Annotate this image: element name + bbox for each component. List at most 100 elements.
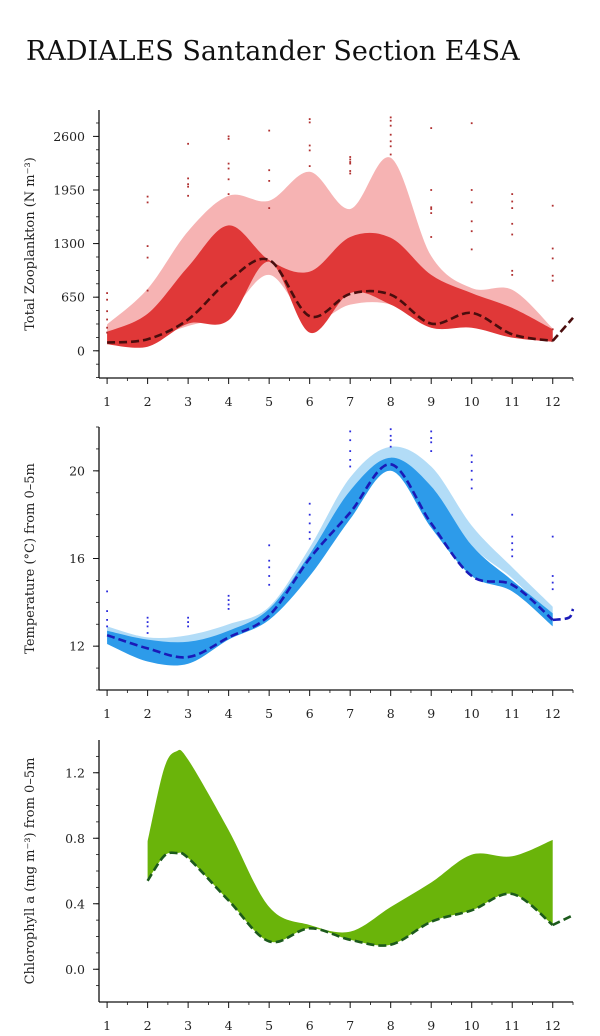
zooplankton-observation-point	[227, 193, 230, 195]
temperature-x-tick-label: 4	[225, 706, 233, 721]
chlorophyll-band	[147, 749, 553, 946]
zooplankton-observation-point	[308, 165, 311, 167]
temperature-observation-point	[268, 544, 271, 547]
zooplankton-observation-point	[511, 269, 514, 272]
temperature-observation-point	[146, 621, 149, 623]
zooplankton-observation-point	[227, 178, 230, 181]
temperature-observation-point	[470, 469, 473, 472]
zooplankton-observation-point	[106, 298, 108, 301]
zooplankton-observation-point	[349, 162, 352, 165]
zooplankton-x-tick-label: 9	[427, 394, 435, 409]
zooplankton-observation-point	[511, 233, 514, 236]
temperature-observation-point	[106, 590, 108, 593]
temperature-observation-point	[268, 559, 271, 562]
temperature-observation-point	[106, 619, 108, 621]
zooplankton-observation-point	[268, 129, 271, 132]
temperature-observation-point	[349, 439, 352, 442]
zooplankton-y-tick-label: 2600	[53, 129, 85, 144]
chlorophyll-median-line	[146, 851, 554, 947]
zooplankton-x-tick-label: 12	[545, 394, 561, 409]
chlorophyll-x-tick-label: 7	[346, 1018, 354, 1033]
zooplankton-observation-point	[551, 257, 554, 260]
zooplankton-observation-point	[146, 201, 149, 204]
zooplankton-observation-point	[389, 140, 392, 143]
temperature-x-tick-label: 10	[464, 706, 480, 721]
temperature-observation-point	[268, 566, 271, 569]
temperature-observation-point	[389, 445, 392, 448]
temperature-observation-point	[551, 575, 554, 577]
chlorophyll-x-tick-label: 4	[225, 1018, 233, 1033]
temperature-inner-band	[107, 457, 553, 666]
zooplankton-inner-band	[107, 225, 553, 348]
chlorophyll-x-tick-label: 2	[144, 1018, 152, 1033]
zooplankton-observation-point	[308, 121, 311, 124]
zooplankton-observation-point	[389, 153, 392, 156]
chlorophyll-y-tick-label: 0.8	[65, 831, 85, 846]
page-title: RADIALES Santander Section E4SA	[26, 36, 520, 67]
temperature-y-tick-label: 16	[69, 551, 85, 566]
zooplankton-observation-point	[470, 220, 473, 223]
temperature-observation-point	[187, 625, 189, 628]
chlorophyll-y-tick-label: 1.2	[65, 765, 85, 780]
zooplankton-observation-point	[389, 133, 392, 136]
zooplankton-median-line	[107, 257, 553, 344]
zooplankton-observation-point	[430, 208, 433, 210]
temperature-observation-point	[511, 513, 514, 516]
zooplankton-observation-point	[430, 236, 433, 238]
temperature-observation-point	[187, 616, 189, 619]
chlorophyll-y-tick-label: 0.4	[65, 896, 85, 911]
zooplankton-observation-point	[430, 189, 433, 191]
temperature-observation-point	[268, 583, 271, 586]
chlorophyll-median-extension	[552, 914, 574, 927]
zooplankton-x-tick-label: 7	[346, 394, 354, 409]
temperature-observation-point	[470, 454, 473, 457]
zooplankton-observation-point	[106, 318, 108, 321]
zooplankton-observation-point	[106, 326, 108, 329]
zooplankton-x-tick-label: 5	[265, 394, 273, 409]
zooplankton-observation-point	[470, 122, 473, 125]
zooplankton-observation-point	[227, 167, 230, 170]
zooplankton-observation-point	[146, 195, 149, 198]
temperature-observation-point	[146, 616, 149, 619]
zooplankton-observation-point	[268, 169, 271, 172]
zooplankton-observation-point	[551, 328, 554, 331]
temperature-x-tick-label: 3	[184, 706, 192, 721]
temperature-x-tick-label: 2	[144, 706, 152, 721]
temperature-observation-point	[389, 434, 392, 437]
temperature-observation-point	[106, 610, 108, 612]
temperature-x-tick-label: 6	[306, 706, 314, 721]
chlorophyll-x-tick-label: 8	[387, 1018, 395, 1033]
temperature-observation-point	[430, 430, 433, 433]
zooplankton-observation-point	[308, 149, 311, 152]
zooplankton-observation-point	[268, 207, 271, 209]
temperature-observation-point	[308, 502, 311, 505]
temperature-observation-point	[349, 465, 352, 468]
temperature-x-tick-label: 7	[346, 706, 354, 721]
temperature-observation-point	[146, 625, 149, 628]
zooplankton-y-axis-title: Total Zooplankton (N m⁻³)	[23, 157, 38, 331]
chlorophyll-y-tick-label: 0.0	[65, 962, 85, 977]
zooplankton-observation-point	[187, 177, 189, 180]
zooplankton-observation-point	[470, 189, 473, 191]
zooplankton-observation-point	[308, 144, 311, 147]
temperature-x-tick-label: 8	[387, 706, 395, 721]
zooplankton-observation-point	[511, 200, 514, 203]
zooplankton-observation-point	[349, 158, 352, 161]
zooplankton-observation-point	[349, 156, 352, 158]
zooplankton-x-tick-label: 4	[225, 394, 233, 409]
zooplankton-observation-point	[389, 119, 392, 122]
temperature-median-extension	[552, 608, 575, 622]
chlorophyll-x-tick-label: 11	[504, 1018, 520, 1033]
zooplankton-observation-point	[268, 180, 271, 182]
zooplankton-x-tick-label: 2	[144, 394, 152, 409]
zooplankton-observation-point	[551, 247, 554, 250]
zooplankton-observation-point	[106, 310, 108, 313]
temperature-observation-point	[470, 478, 473, 481]
zooplankton-x-tick-label: 11	[504, 394, 520, 409]
zooplankton-observation-point	[349, 170, 352, 172]
temperature-median-line	[106, 463, 554, 659]
